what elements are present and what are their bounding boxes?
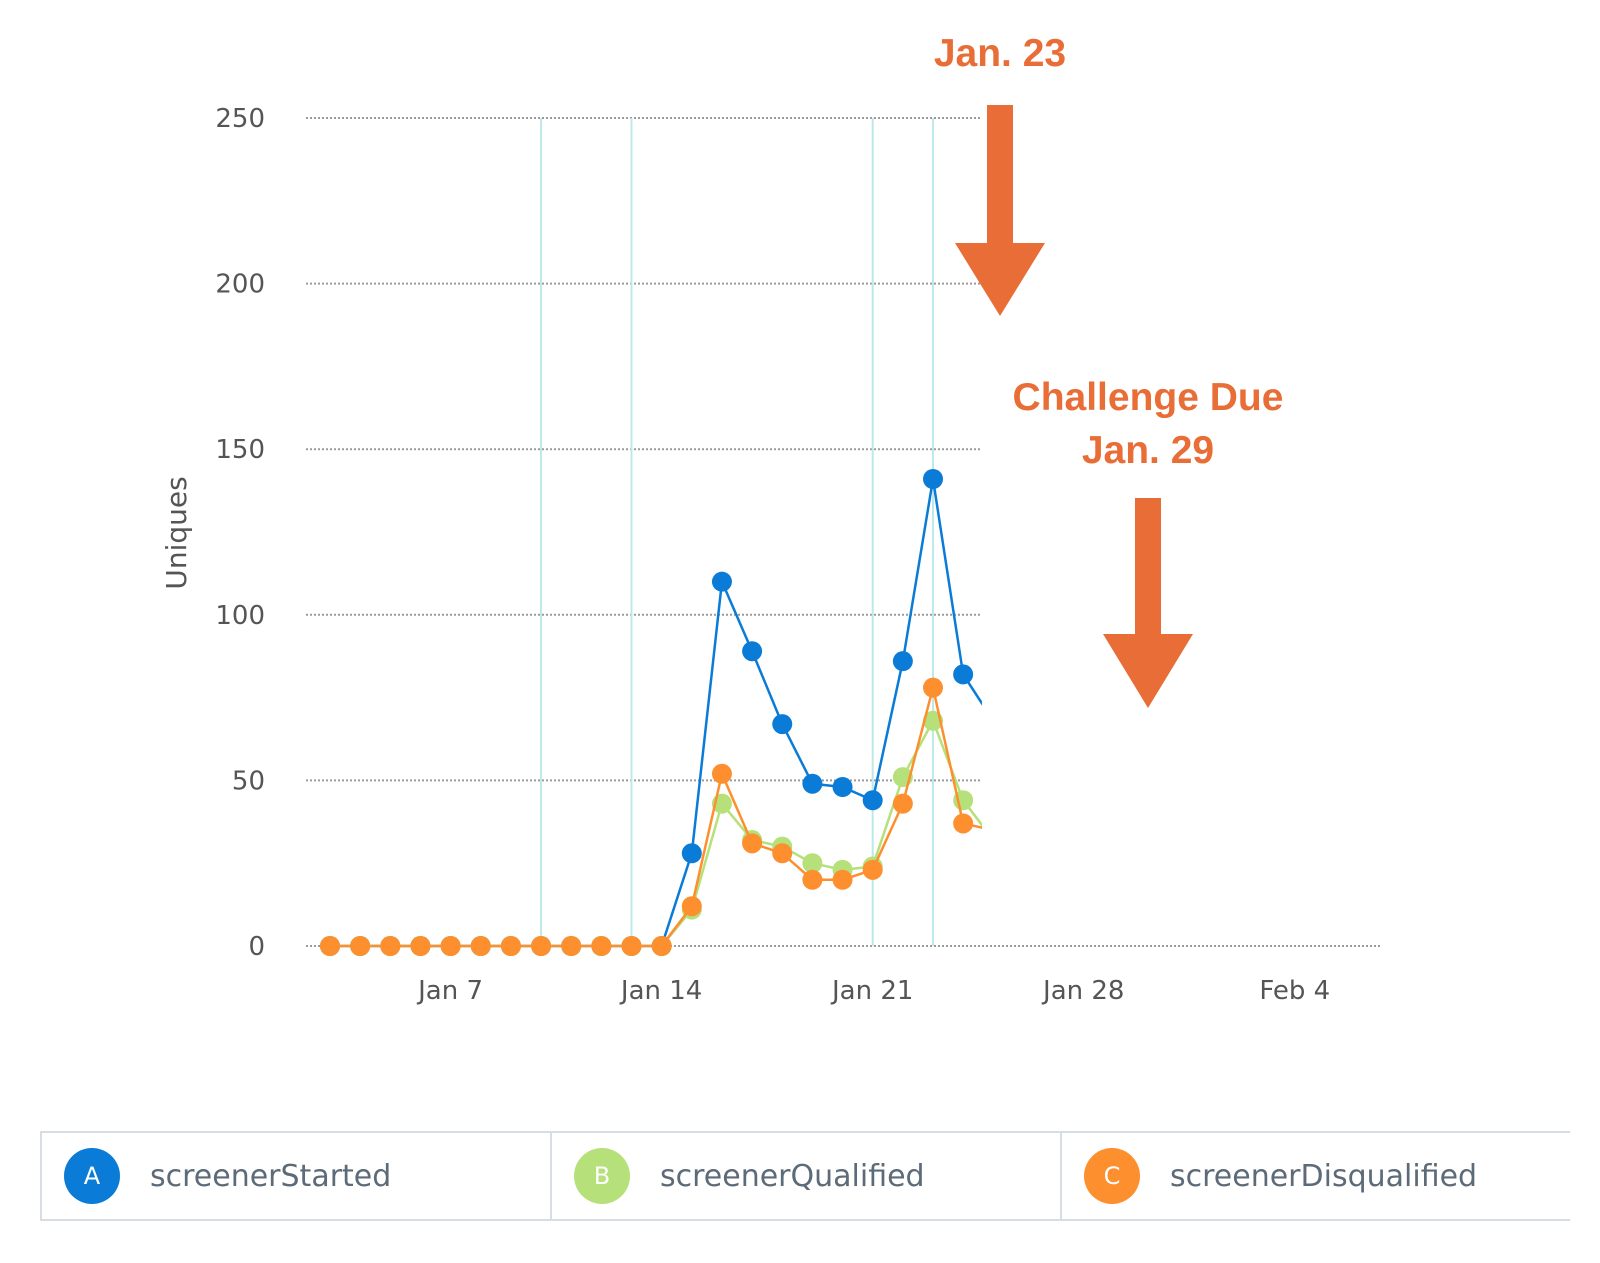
y-axis-ticks: 0 50 100 150 200 250: [215, 104, 265, 962]
series-clip-group: [320, 469, 1003, 956]
y-tick-label: 100: [215, 601, 265, 631]
point-screenerDisqualified: [561, 936, 582, 956]
point-screenerDisqualified: [651, 936, 672, 956]
x-tick-label: Feb 4: [1259, 976, 1330, 1006]
x-axis-ticks: Jan 7 Jan 14 Jan 21 Jan 28 Feb 4: [416, 976, 1330, 1006]
y-tick-label: 0: [248, 932, 265, 962]
annotation-jan-23: Jan. 23: [934, 32, 1066, 75]
series-line-screenerQualified: [330, 719, 982, 948]
point-screenerStarted: [892, 651, 913, 672]
legend-item-screener-started[interactable]: A screenerStarted: [42, 1133, 552, 1219]
point-screenerDisqualified: [350, 936, 371, 956]
point-screenerDisqualified: [923, 677, 943, 698]
legend-item-screener-disqualified[interactable]: C screenerDisqualified: [1062, 1133, 1570, 1219]
point-screenerDisqualified: [742, 833, 763, 854]
point-screenerStarted: [832, 777, 853, 798]
y-tick-label: 250: [215, 104, 265, 134]
series-line-screenerStarted: [330, 477, 982, 948]
x-tick-label: Jan 28: [1041, 976, 1124, 1006]
point-screenerDisqualified: [591, 936, 612, 956]
point-screenerDisqualified: [832, 869, 853, 890]
annotation-arrow-challenge-due: [1103, 498, 1193, 708]
annotation-challenge-date: Jan. 29: [1082, 429, 1214, 472]
annotation-arrow-jan-23: [955, 105, 1045, 316]
annotation-challenge-due: Challenge Due: [1013, 376, 1284, 419]
x-tick-label: Jan 7: [416, 976, 483, 1006]
legend-item-screener-qualified[interactable]: B screenerQualified: [552, 1133, 1062, 1219]
point-screenerDisqualified: [440, 936, 461, 956]
point-screenerStarted: [802, 773, 823, 794]
point-screenerStarted: [681, 843, 702, 864]
point-screenerDisqualified: [772, 843, 793, 864]
point-screenerStarted: [711, 571, 732, 592]
y-tick-label: 50: [232, 766, 265, 796]
point-screenerDisqualified: [380, 936, 401, 956]
point-screenerDisqualified: [410, 936, 431, 956]
point-screenerDisqualified: [802, 869, 823, 890]
x-tick-label: Jan 21: [830, 976, 913, 1006]
legend: A screenerStarted B screenerQualified C …: [40, 1131, 1570, 1221]
point-screenerQualified: [983, 830, 1003, 850]
point-screenerStarted: [772, 714, 793, 735]
point-screenerDisqualified: [470, 936, 491, 956]
point-screenerDisqualified: [320, 936, 340, 956]
point-screenerStarted: [923, 469, 943, 490]
legend-badge-c: C: [1084, 1148, 1140, 1204]
series-line-screenerDisqualified: [330, 686, 982, 948]
chart-grid: [306, 117, 1380, 947]
series-screenerDisqualified: [320, 677, 1003, 956]
x-tick-label: Jan 14: [619, 976, 702, 1006]
point-screenerDisqualified: [983, 820, 1003, 840]
chart-series: [320, 469, 1003, 956]
legend-badge-a: A: [64, 1148, 120, 1204]
y-tick-label: 200: [215, 270, 265, 300]
y-axis-label: Uniques: [160, 476, 193, 589]
legend-label: screenerDisqualified: [1170, 1158, 1478, 1194]
point-screenerDisqualified: [892, 793, 913, 814]
chart: 0 50 100 150 200 250 Jan 7 Jan 14 Jan 21 Jan 28 F…: [160, 32, 1380, 1006]
y-tick-label: 150: [215, 435, 265, 465]
legend-label: screenerStarted: [150, 1158, 392, 1194]
point-screenerStarted: [742, 641, 763, 662]
series-screenerStarted: [320, 469, 1003, 956]
legend-badge-b: B: [574, 1148, 630, 1204]
point-screenerDisqualified: [711, 763, 732, 784]
annotations: Jan. 23 Challenge Due Jan. 29: [934, 32, 1284, 708]
legend-label: screenerQualified: [660, 1158, 925, 1194]
point-screenerDisqualified: [953, 813, 974, 834]
point-screenerQualified: [802, 853, 823, 874]
point-screenerStarted: [862, 790, 883, 811]
point-screenerDisqualified: [681, 896, 702, 917]
point-screenerDisqualified: [862, 859, 883, 880]
point-screenerDisqualified: [621, 936, 642, 956]
series-screenerQualified: [320, 710, 1003, 956]
point-screenerStarted: [983, 711, 1003, 731]
point-screenerDisqualified: [531, 936, 552, 956]
point-screenerStarted: [953, 664, 974, 685]
point-screenerDisqualified: [500, 936, 521, 956]
